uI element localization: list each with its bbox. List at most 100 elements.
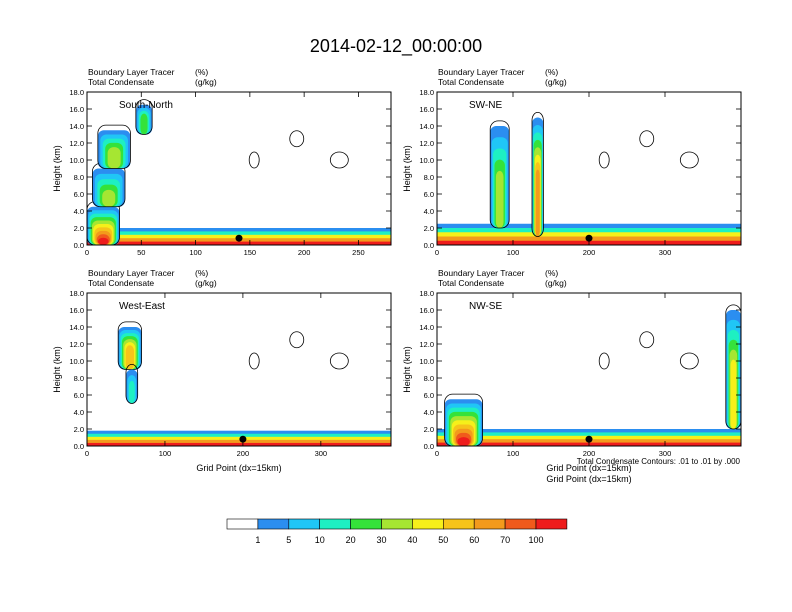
x-tick-label: 300 [315,449,328,458]
tracer-plume [535,169,540,237]
cross-section-label: SW-NE [469,100,502,111]
panel-field-name: Total Condensate [438,278,504,288]
condensate-contour [248,352,260,370]
condensate-contour [639,130,655,148]
tracer-plume [128,380,135,404]
colorbar-label: 70 [500,535,510,545]
panel-field-units: (%) [195,268,208,278]
boundary-layer-band [87,442,391,446]
tracer-plume [125,345,135,370]
x-tick-label: 100 [189,248,202,257]
plot-frame [436,91,742,246]
y-tick-label: 0.0 [74,442,84,451]
plot-area [437,112,741,245]
colorbar-swatch [257,518,290,530]
x-tick-label: 300 [659,248,672,257]
condensate-contour [489,120,510,229]
x-tick-label: 100 [507,248,520,257]
y-tick-label: 8.0 [424,374,434,383]
y-tick-label: 6.0 [424,190,434,199]
condensate-contour [639,331,655,349]
plot-area [437,304,741,446]
x-tick-label: 200 [298,248,311,257]
y-tick-label: 18.0 [69,289,84,298]
colorbar-label: 60 [469,535,479,545]
y-tick-label: 6.0 [74,391,84,400]
plot-area [87,321,391,446]
y-axis-label: Height (km) [52,145,62,192]
x-axis-label-right: Grid Point (dx=15km) [546,474,631,484]
y-tick-label: 14.0 [69,323,84,332]
colorbar: 1 5 10 20 30 40 50 60 70 100 [226,518,568,545]
panels: 0.0 2.0 4.0 6.0 8.0 10.0 12.0 14.0 16.0 18.0 0 50 10… [52,67,742,473]
y-tick-label: 16.0 [69,306,84,315]
panel-field-name: Total Condensate [88,278,154,288]
tracer-plume [457,437,470,446]
cross-section-label: NW-SE [469,301,502,312]
tracer-plume [730,359,737,429]
condensate-contour [531,112,544,237]
y-tick-label: 6.0 [74,190,84,199]
y-tick-label: 14.0 [419,122,434,131]
panel-field-units: (g/kg) [195,77,217,87]
panel-top-left: 0.0 2.0 4.0 6.0 8.0 10.0 12.0 14.0 16.0 18.0 0 50 10… [52,67,392,257]
cross-section-label: South-North [119,100,173,111]
y-tick-label: 12.0 [69,340,84,349]
y-axis-label: Height (km) [52,346,62,393]
y-tick-label: 0.0 [424,241,434,250]
figure-footnote: Total Condensate Contours: .01 to .01 by… [577,457,741,466]
panel-field-name: Total Condensate [438,77,504,87]
y-tick-label: 10.0 [419,357,434,366]
colorbar-label: 5 [286,535,291,545]
y-tick-label: 12.0 [419,139,434,148]
y-tick-label: 16.0 [69,105,84,114]
y-tick-label: 10.0 [69,156,84,165]
colorbar-swatch [381,518,413,530]
x-tick-label: 0 [435,449,439,458]
panel-field-units: (g/kg) [195,278,217,288]
colorbar-swatch [442,518,475,530]
cross-section-label: West-East [119,301,165,312]
y-tick-label: 16.0 [419,105,434,114]
colorbar-swatch [504,518,537,530]
x-axis-label: Grid Point (dx=15km) [546,463,631,473]
x-tick-label: 250 [352,248,365,257]
colorbar-label: 100 [528,535,543,545]
y-axis-label: Height (km) [402,346,412,393]
condensate-contour [125,363,139,404]
y-tick-label: 8.0 [424,173,434,182]
colorbar-swatch [319,518,351,530]
x-axis-label: Grid Point (dx=15km) [196,463,281,473]
colorbar-label: 20 [346,535,356,545]
x-tick-label: 300 [659,449,672,458]
y-tick-label: 4.0 [424,207,434,216]
y-tick-label: 4.0 [424,408,434,417]
x-tick-label: 0 [435,248,439,257]
condensate-contour [329,151,349,169]
tracer-plume [495,170,504,228]
y-tick-label: 10.0 [69,357,84,366]
x-tick-label: 200 [583,248,596,257]
colorbar-label: 50 [438,535,448,545]
y-tick-label: 18.0 [69,88,84,97]
y-tick-label: 16.0 [419,306,434,315]
x-tick-label: 200 [583,449,596,458]
y-tick-label: 2.0 [424,224,434,233]
panel-bottom-left: 0.0 2.0 4.0 6.0 8.0 10.0 12.0 14.0 16.0 18.0 0 100 2… [52,268,392,473]
y-tick-label: 4.0 [74,207,84,216]
y-tick-label: 18.0 [419,289,434,298]
panel-field-units: (%) [545,67,558,77]
panel-field-units: (g/kg) [545,278,567,288]
location-marker [585,435,593,443]
panel-top-right: 0.0 2.0 4.0 6.0 8.0 10.0 12.0 14.0 16.0 18.0 0 100 2… [402,67,742,257]
panel-field-units: (%) [545,268,558,278]
tracer-plume [102,189,116,207]
panel-field-name: Boundary Layer Tracer [88,268,175,278]
colorbar-swatch [412,518,444,530]
condensate-contour [248,151,260,169]
y-tick-label: 12.0 [419,340,434,349]
plot-area [87,99,391,245]
x-tick-label: 0 [85,248,89,257]
condensate-contour [598,352,610,370]
